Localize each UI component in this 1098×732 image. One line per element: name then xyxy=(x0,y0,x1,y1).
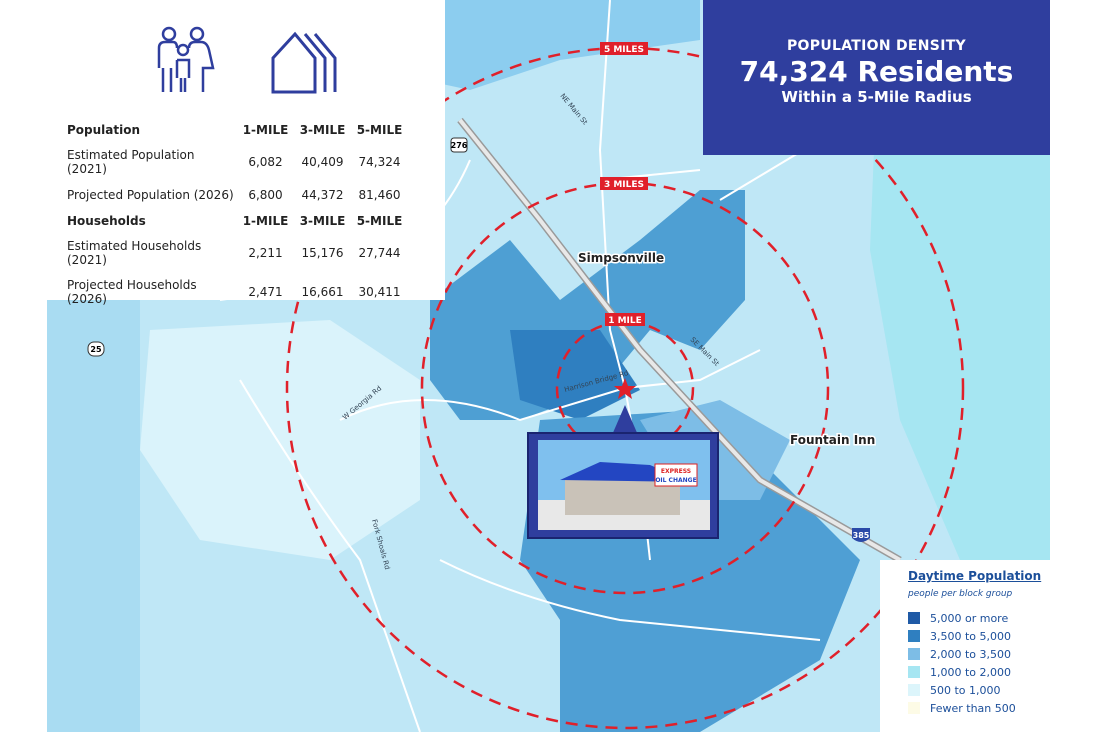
legend-title: Daytime Population xyxy=(908,569,1042,583)
population-density-header: POPULATION DENSITY 74,324 Residents With… xyxy=(703,0,1050,155)
legend-label: 1,000 to 2,000 xyxy=(930,665,1012,679)
label-5-miles: 5 MILES xyxy=(604,45,644,55)
density-area xyxy=(430,190,745,420)
legend-label: 2,000 to 3,500 xyxy=(930,647,1012,661)
demographics-panel: Population 1-MILE 3-MILE 5-MILE Estimate… xyxy=(47,0,445,306)
map-legend: Daytime Population people per block grou… xyxy=(880,560,1050,732)
legend-swatch xyxy=(908,612,920,624)
legend-swatch xyxy=(908,702,920,714)
legend-item: 5,000 or more xyxy=(908,611,1008,625)
legend-item: 1,000 to 2,000 xyxy=(908,665,1011,679)
houses-icon xyxy=(271,31,337,94)
table-header-population: Population 1-MILE 3-MILE 5-MILE xyxy=(67,122,403,137)
legend-item: Fewer than 500 xyxy=(908,701,1016,715)
location-star-icon[interactable] xyxy=(614,378,636,399)
legend-item: 3,500 to 5,000 xyxy=(908,629,1011,643)
legend-swatch xyxy=(908,666,920,678)
legend-label: 500 to 1,000 xyxy=(930,683,1001,697)
density-area xyxy=(140,320,420,560)
legend-swatch xyxy=(908,630,920,642)
density-area xyxy=(47,300,140,732)
header-residents: 74,324 Residents xyxy=(739,55,1014,88)
table-row: Projected Population (2026) 6,800 44,372… xyxy=(67,187,401,202)
table-row: Estimated Population (2021) 6,082 40,409… xyxy=(67,148,401,176)
density-area xyxy=(510,330,640,420)
label-3-miles: 3 MILES xyxy=(604,180,644,190)
legend-swatch xyxy=(908,684,920,696)
table-row: Projected Households (2026) 2,471 16,661… xyxy=(67,278,401,306)
storefront-callout[interactable]: EXPRESS OIL CHANGE xyxy=(527,405,719,539)
legend-subtitle: people per block group xyxy=(908,589,1013,599)
legend-label: Fewer than 500 xyxy=(930,701,1016,715)
header-radius: Within a 5-Mile Radius xyxy=(781,88,972,106)
table-row: Estimated Households (2021) 2,211 15,176… xyxy=(67,239,401,267)
legend-label: 5,000 or more xyxy=(930,611,1009,625)
svg-text:OIL CHANGE: OIL CHANGE xyxy=(655,477,696,484)
demographics-table: Population 1-MILE 3-MILE 5-MILE Estimate… xyxy=(67,122,408,317)
legend-item: 500 to 1,000 xyxy=(908,683,1001,697)
family-icon xyxy=(157,26,215,92)
legend-item: 2,000 to 3,500 xyxy=(908,647,1011,661)
label-1-mile: 1 MILE xyxy=(608,316,642,326)
svg-text:EXPRESS: EXPRESS xyxy=(661,468,691,475)
header-kicker: POPULATION DENSITY xyxy=(787,38,966,54)
route-shield-25: 25 xyxy=(90,345,102,354)
place-fountain-inn: Fountain Inn xyxy=(790,433,875,447)
legend-label: 3,500 to 5,000 xyxy=(930,629,1012,643)
place-simpsonville: Simpsonville xyxy=(578,251,664,265)
route-shield-276: 276 xyxy=(451,141,468,150)
legend-swatch xyxy=(908,648,920,660)
ring-5-miles xyxy=(285,46,965,730)
table-header-households: Households 1-MILE 3-MILE 5-MILE xyxy=(67,213,403,228)
route-shield-385: 385 xyxy=(853,531,870,540)
